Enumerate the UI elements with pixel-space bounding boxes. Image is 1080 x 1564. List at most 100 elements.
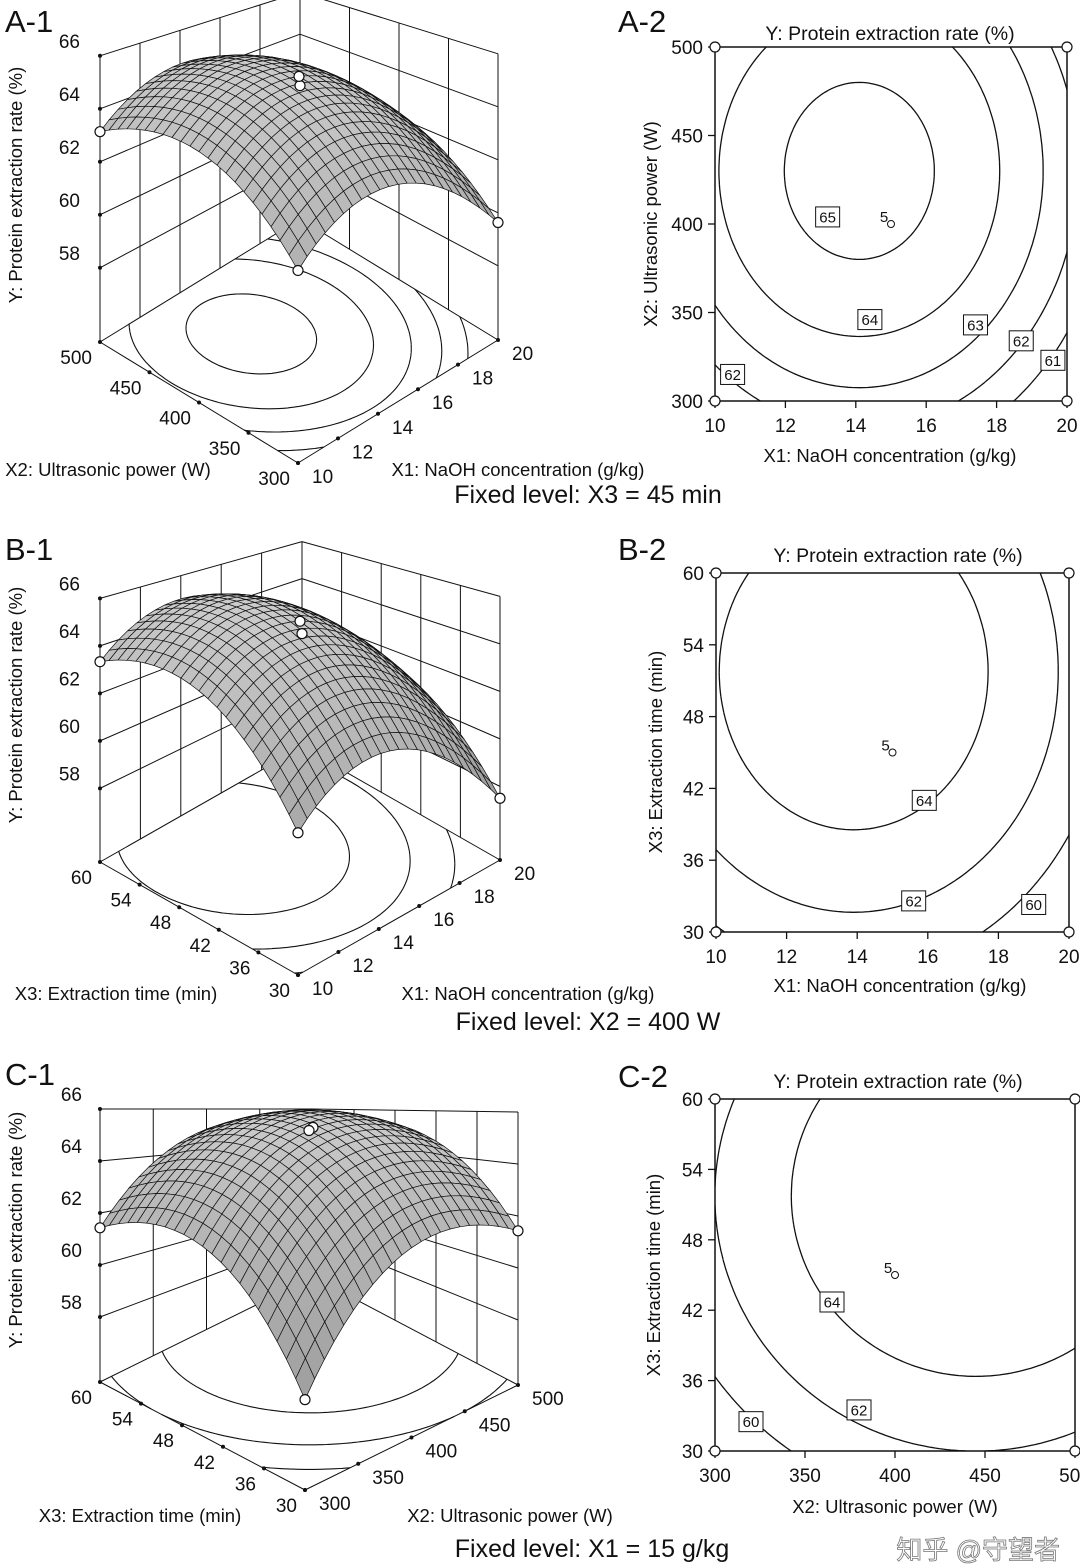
- y-tick-label: 42: [194, 1453, 215, 1474]
- design-point-marker: [293, 70, 305, 83]
- contour-label-box: [720, 363, 746, 385]
- y-tick-mark: [177, 905, 182, 910]
- z-tick-label: 66: [59, 574, 80, 595]
- x-tick-label: 10: [312, 467, 333, 488]
- x-axis-label: X1: NaOH concentration (g/kg): [392, 459, 645, 480]
- x-tick-mark: [409, 1435, 414, 1440]
- y-tick-label: 60: [71, 1388, 92, 1409]
- design-point-marker: [1069, 1445, 1080, 1457]
- y-tick-mark: [262, 1466, 266, 1471]
- x-tick-label: 14: [845, 416, 867, 437]
- x-tick-label: 16: [917, 947, 938, 968]
- z-tick-label: 60: [59, 717, 80, 738]
- contour-label-box: [857, 309, 883, 331]
- panel-b-2: B-2 Y: Protein extraction rate (%) 10 12 14 1…: [618, 532, 1080, 996]
- contour-label: 60: [743, 1414, 760, 1431]
- x-tick-label: 16: [916, 416, 937, 437]
- contour-label: 62: [851, 1402, 868, 1419]
- wall-gridline-horizontal: [99, 0, 278, 57]
- x-tick-label: 14: [392, 418, 414, 439]
- y-tick-label: 400: [671, 215, 703, 236]
- contour-label-box: [911, 789, 937, 811]
- y-tick-label: 60: [683, 564, 704, 585]
- contour-label-box: [962, 314, 988, 336]
- x-tick-label: 18: [986, 416, 1007, 437]
- contour-line-64: [718, 47, 1001, 338]
- y-tick-mark: [216, 927, 221, 932]
- z-tick-label: 58: [59, 764, 80, 785]
- x-tick-mark: [336, 950, 341, 954]
- design-point-marker: [294, 615, 306, 627]
- design-point-marker: [94, 656, 106, 668]
- design-point-marker: [709, 1093, 721, 1105]
- floor-edge: [297, 859, 501, 976]
- center-point-marker: [891, 1271, 899, 1279]
- y-tick-label: 450: [110, 378, 142, 399]
- x-tick-mark: [496, 338, 500, 342]
- y-tick-label: 300: [671, 392, 703, 413]
- x-tick-label: 500: [1059, 1466, 1080, 1487]
- design-point-marker: [1063, 926, 1075, 938]
- floor-contour-62: [277, 223, 443, 452]
- floor-contour-63: [244, 238, 412, 433]
- contour-label-box: [815, 206, 841, 228]
- design-point-marker: [303, 1124, 315, 1137]
- design-point-marker: [494, 792, 506, 804]
- x-tick-label: 14: [393, 933, 415, 954]
- y-axis-label: X3: Extraction time (min): [643, 1174, 664, 1377]
- design-point-marker: [492, 216, 504, 229]
- wall-gridline-horizontal: [323, 0, 499, 55]
- x-tick-label: 20: [512, 344, 533, 365]
- z-tick-label: 64: [59, 622, 81, 643]
- y-tick-label: 30: [269, 981, 290, 1002]
- x-tick-label: 10: [312, 979, 333, 1000]
- x-tick-label: 12: [352, 956, 373, 977]
- y-tick-label: 300: [258, 469, 290, 490]
- design-point-marker: [94, 126, 106, 138]
- surface-facet: [288, 240, 308, 272]
- surface-facet: [288, 799, 308, 834]
- design-point-marker: [1061, 41, 1073, 53]
- y-tick-mark: [246, 430, 251, 435]
- y-axis-label: X2: Ultrasonic power (W): [5, 459, 211, 480]
- design-point-marker: [709, 395, 721, 407]
- x-tick-label: 400: [426, 1442, 458, 1463]
- x-tick-mark: [356, 1461, 361, 1466]
- x-tick-label: 10: [704, 416, 725, 437]
- z-axis-label: Y: Protein extraction rate (%): [5, 1112, 26, 1349]
- contour-label-box: [1040, 349, 1066, 371]
- contour-label-box: [1008, 330, 1034, 352]
- z-tick-label: 64: [61, 1137, 83, 1158]
- y-tick-label: 48: [683, 708, 704, 729]
- y-tick-label: 54: [112, 1410, 134, 1431]
- contour-label-box: [738, 1411, 764, 1433]
- y-axis-label: X3: Extraction time (min): [645, 651, 666, 854]
- y-tick-label: 350: [671, 304, 703, 325]
- panel-a-2: A-2 Y: Protein extraction rate (%) 10 12 14 1…: [618, 4, 1078, 466]
- y-tick-label: 30: [682, 1442, 703, 1463]
- x-tick-label: 20: [1058, 947, 1079, 968]
- center-point-count: 5: [880, 209, 888, 226]
- y-tick-label: 350: [209, 439, 241, 460]
- wall-gridline-horizontal: [299, 218, 499, 341]
- y-tick-label: 54: [110, 891, 132, 912]
- z-tick-label: 66: [59, 32, 80, 53]
- floor-contour-64: [161, 1351, 459, 1414]
- design-point-marker: [292, 827, 304, 839]
- floor-contour-64: [118, 782, 351, 916]
- contour-lines: [715, 47, 1067, 401]
- y-tick-label: 42: [683, 779, 704, 800]
- y-tick-mark: [296, 461, 300, 465]
- panel-label: B-2: [618, 532, 666, 567]
- design-point-marker: [709, 41, 721, 53]
- x-tick-mark: [417, 904, 422, 908]
- y-tick-label: 36: [682, 1372, 703, 1393]
- x-tick-label: 14: [847, 947, 869, 968]
- z-tick-label: 62: [59, 669, 80, 690]
- center-point-marker: [887, 220, 895, 228]
- x-tick-label: 10: [705, 947, 726, 968]
- contour-label: 64: [916, 793, 933, 810]
- y-tick-label: 54: [682, 1160, 704, 1181]
- x-tick-label: 18: [474, 887, 495, 908]
- caption-a: Fixed level: X3 = 45 min: [454, 481, 722, 509]
